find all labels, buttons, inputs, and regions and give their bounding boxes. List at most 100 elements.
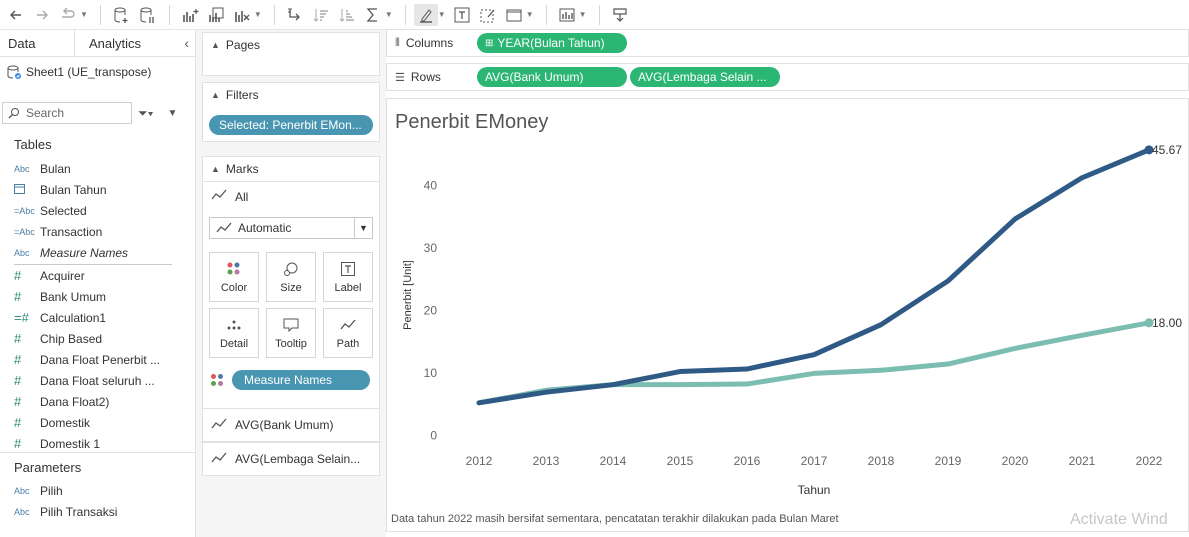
x-tick-label: 2018 [868,454,895,468]
line-chart[interactable]: 0 10 20 30 40 2012 2013 2014 2015 2016 2017 2018 201… [387,99,1189,533]
detail-button[interactable]: Detail [209,308,259,358]
toolbar-divider [273,4,275,25]
rows-label-text: Rows [410,70,441,84]
annotate-icon[interactable] [476,4,500,26]
color-icon [226,260,242,278]
search-icon [8,108,19,119]
field-acquirer[interactable]: # Acquirer [0,265,196,286]
color-icon [211,374,223,386]
tooltip-button[interactable]: Tooltip [266,308,316,358]
totals-icon[interactable] [361,4,385,26]
field-measure-names[interactable]: Abc Measure Names [0,242,196,263]
highlight-icon[interactable] [413,3,438,26]
color-label: Color [220,282,248,294]
pages-header[interactable]: ▲ Pages [203,33,379,57]
duplicate-chart-icon[interactable] [204,4,228,26]
string-type-icon: Abc [14,485,30,496]
collapse-arrow-icon: ▲ [211,40,220,50]
forward-icon[interactable] [30,4,54,26]
new-datasource-icon[interactable] [109,4,133,26]
rows-pill-bank-umum[interactable]: AVG(Bank Umum) [477,67,627,87]
presentation-icon[interactable] [608,4,632,26]
caret-icon[interactable]: ▼ [253,10,262,19]
size-button[interactable]: Size [266,252,316,302]
sort-desc-icon[interactable] [335,4,359,26]
marks-sub1-label: AVG(Bank Umum) [235,418,334,432]
field-transaction[interactable]: =Abc Transaction [0,221,196,242]
field-chip-based[interactable]: # Chip Based [0,328,196,349]
expand-icon: ⊞ [485,37,494,49]
datasource-label: Sheet1 (UE_transpose) [26,65,152,79]
columns-shelf-label: ⦀ Columns [387,36,477,50]
mark-type-value: Automatic [238,221,292,235]
redo-icon[interactable] [56,4,80,26]
tab-analytics[interactable]: Analytics [89,36,142,51]
columns-pill[interactable]: ⊞ YEAR(Bulan Tahun) [477,33,627,53]
param-pilih[interactable]: Abc Pilih [0,480,196,501]
pane-menu-icon[interactable]: ▼ [167,107,178,119]
field-dana-float-penerbit[interactable]: # Dana Float Penerbit ... [0,349,196,370]
string-type-icon: Abc [14,506,30,517]
line-mark-icon [211,189,227,204]
caret-icon[interactable]: ▼ [384,10,393,19]
columns-shelf[interactable]: ⦀ Columns ⊞ YEAR(Bulan Tahun) [386,29,1189,57]
field-dana-float-seluruh[interactable]: # Dana Float seluruh ... [0,370,196,391]
number-type-icon: # [14,289,22,304]
fit-icon[interactable] [502,4,526,26]
rows-pill-lembaga[interactable]: AVG(Lembaga Selain ... [630,67,780,87]
caret-icon[interactable]: ▼ [80,10,88,19]
measure-names-color-row: Measure Names [210,370,370,390]
filter-icon[interactable]: ⏷▾ [138,105,154,120]
rows-shelf[interactable]: ☰ Rows AVG(Bank Umum) AVG(Lembaga Selain … [386,63,1189,91]
marks-header[interactable]: ▲ Marks [203,157,379,181]
marks-bank-umum-row[interactable]: AVG(Bank Umum) [203,409,379,441]
tab-data[interactable]: Data [0,30,75,57]
label-button[interactable]: Label [323,252,373,302]
filter-pill[interactable]: Selected: Penerbit EMon... [209,115,373,135]
pages-card: ▲ Pages [202,32,380,76]
caret-icon[interactable]: ▼ [525,10,534,19]
toolbar-divider [99,4,101,25]
toolbar-divider [598,4,600,25]
color-button[interactable]: Color [209,252,259,302]
field-domestik-1[interactable]: # Domestik 1 [0,433,196,454]
mark-type-select[interactable]: Automatic ▼ [209,217,373,239]
field-selected[interactable]: =Abc Selected [0,200,196,221]
field-bank-umum[interactable]: # Bank Umum [0,286,196,307]
label-icon[interactable] [450,4,474,26]
calc-number-type-icon: =# [14,310,29,325]
clear-chart-icon[interactable] [230,4,254,26]
marks-all-row[interactable]: All [203,181,379,211]
marks-lembaga-card: AVG(Lembaga Selain... [202,442,380,476]
sort-asc-icon[interactable] [309,4,333,26]
caret-icon[interactable]: ▼ [578,10,587,19]
detail-label: Detail [219,338,249,350]
field-dana-float2[interactable]: # Dana Float2) [0,391,196,412]
caret-icon[interactable]: ▼ [437,10,446,19]
field-bulan-tahun[interactable]: Bulan Tahun [0,179,196,200]
swap-icon[interactable] [283,4,307,26]
param-pilih-transaksi[interactable]: Abc Pilih Transaksi [0,501,196,522]
number-type-icon: # [14,331,22,346]
back-icon[interactable] [4,4,28,26]
toolbar-divider [168,4,170,25]
collapse-pane-icon[interactable]: ‹ [184,35,189,51]
datasource-item[interactable]: Sheet1 (UE_transpose) [0,57,195,87]
series-end-point-1 [1144,318,1154,328]
data-label: 45.67 [1152,143,1182,157]
marks-lembaga-row[interactable]: AVG(Lembaga Selain... [203,443,379,475]
field-divider [14,264,172,265]
detail-icon [226,316,242,334]
add-chart-icon[interactable] [178,4,202,26]
field-bulan[interactable]: Abc Bulan [0,158,196,179]
filters-header[interactable]: ▲ Filters [203,83,379,107]
path-button[interactable]: Path [323,308,373,358]
pause-icon[interactable] [135,4,159,26]
show-me-icon[interactable] [555,4,579,26]
date-type-icon [0,183,40,196]
field-calculation1[interactable]: =# Calculation1 [0,307,196,328]
search-input[interactable]: Search [2,102,132,124]
measure-names-pill[interactable]: Measure Names [232,370,370,390]
field-domestik[interactable]: # Domestik [0,412,196,433]
line-mark-icon [216,222,232,233]
